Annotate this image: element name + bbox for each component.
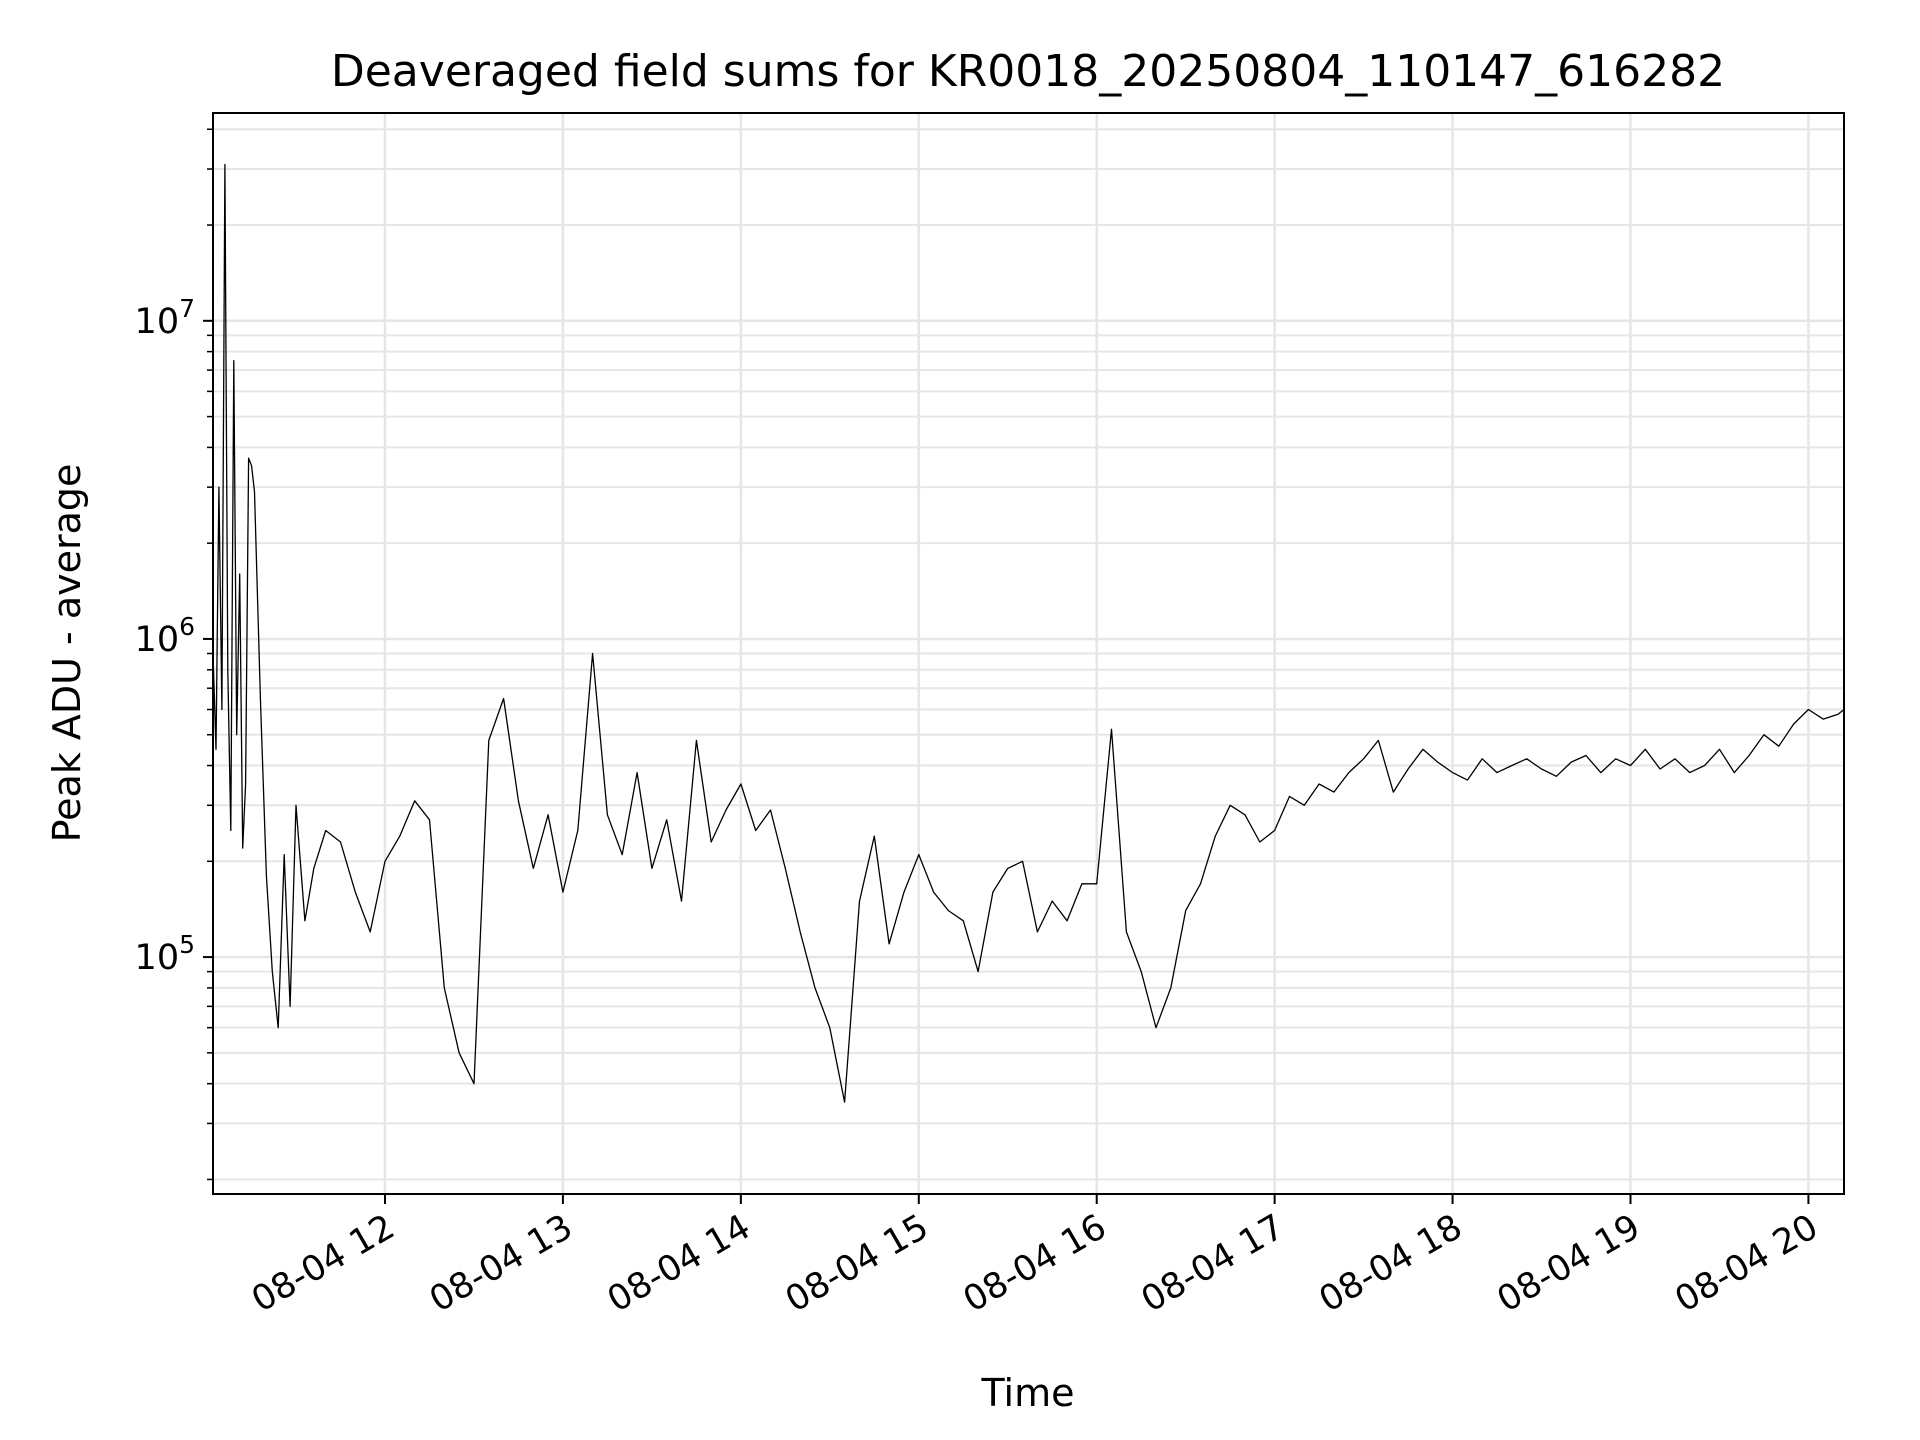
x-tick-label: 08-04 13 [423, 1207, 579, 1320]
series-line [212, 163, 1845, 1103]
x-tick-label: 08-04 12 [245, 1207, 401, 1320]
y-axis: 105 106 107 [135, 128, 213, 1181]
y-tick-label: 105 [135, 930, 195, 978]
x-tick-label: 08-04 16 [957, 1207, 1113, 1320]
x-tick-label: 08-04 14 [601, 1207, 757, 1320]
y-tick-label: 107 [135, 294, 195, 342]
x-axis-label: Time [981, 1371, 1075, 1415]
x-axis: 08-04 12 08-04 13 08-04 14 08-04 15 08-04 16… [245, 1194, 1825, 1320]
minor-gridlines [213, 128, 1844, 1181]
x-tick-label: 08-04 15 [779, 1207, 935, 1320]
x-tick-label: 08-04 19 [1491, 1207, 1647, 1320]
x-tick-label: 08-04 20 [1669, 1207, 1825, 1320]
y-tick-label: 106 [135, 612, 195, 660]
chart-title: Deaveraged field sums for KR0018_2025080… [331, 46, 1725, 97]
x-tick-label: 08-04 17 [1135, 1207, 1291, 1320]
x-tick-label: 08-04 18 [1313, 1207, 1469, 1320]
major-gridlines [213, 113, 1844, 1194]
y-axis-label: Peak ADU - average [45, 464, 89, 843]
